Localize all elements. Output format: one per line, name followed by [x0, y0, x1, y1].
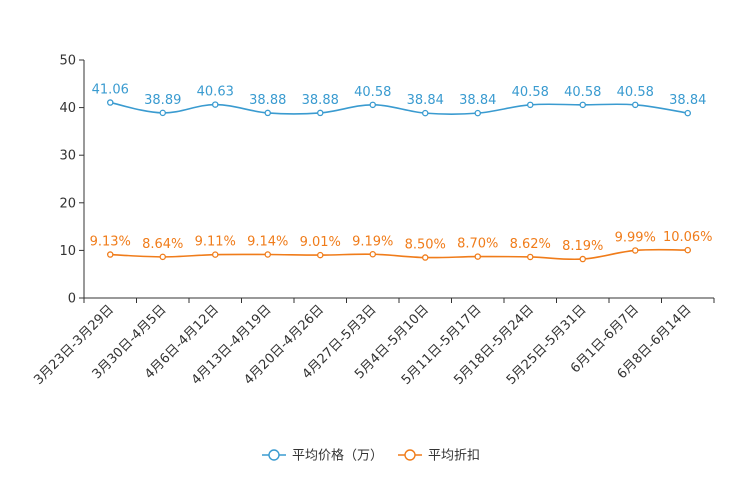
data-point[interactable] [527, 101, 534, 109]
data-point[interactable] [474, 253, 481, 260]
series-avg-price: 41.06 38.89 40.63 38.88 38.88 40.58 38.84 38.84… [92, 83, 706, 117]
legend-marker [268, 449, 280, 461]
data-point[interactable] [684, 109, 692, 117]
y-tick-label: 0 [68, 292, 76, 307]
data-label: 9.11% [195, 235, 236, 250]
data-label: 38.88 [302, 93, 339, 108]
legend-label: 平均价格（万） [292, 448, 383, 464]
data-point[interactable] [211, 251, 219, 258]
legend-marker [404, 449, 416, 461]
legend-item-avg-discount[interactable]: 平均折扣 [398, 449, 480, 464]
data-point[interactable] [211, 101, 219, 108]
data-label: 8.62% [510, 237, 551, 252]
data-point[interactable] [369, 101, 376, 109]
data-label: 8.64% [142, 237, 183, 252]
data-point[interactable] [316, 109, 324, 117]
data-point[interactable] [159, 253, 166, 261]
data-label: 41.06 [92, 83, 129, 98]
data-point[interactable] [369, 251, 376, 258]
data-label: 40.58 [512, 85, 549, 100]
data-point[interactable] [632, 247, 639, 254]
data-label: 40.58 [617, 85, 654, 100]
data-label: 38.84 [669, 93, 706, 108]
data-label: 40.58 [354, 85, 391, 100]
data-label: 8.19% [562, 239, 603, 254]
data-point[interactable] [107, 99, 114, 106]
y-tick-label: 40 [59, 101, 76, 116]
data-point[interactable] [264, 109, 271, 117]
data-point[interactable] [421, 109, 429, 117]
y-tick-label: 30 [59, 149, 76, 164]
data-point[interactable] [316, 251, 324, 259]
series-line [110, 101, 688, 116]
data-label: 38.84 [459, 93, 496, 108]
series-layer: 41.06 38.89 40.63 38.88 38.88 40.58 38.84 38.84… [90, 83, 713, 263]
data-point[interactable] [684, 246, 692, 254]
data-label: 38.84 [407, 93, 444, 108]
series-avg-discount: 9.13% 8.64% 9.11% 9.14% 9.01% 9.19% 8.50% 8.70%… [90, 230, 713, 263]
legend-label: 平均折扣 [428, 449, 480, 464]
data-label: 40.63 [197, 85, 234, 100]
data-label: 10.06% [663, 230, 713, 245]
data-label: 9.99% [615, 230, 656, 245]
data-point[interactable] [159, 109, 166, 117]
data-point[interactable] [579, 255, 587, 263]
y-tick-label: 10 [59, 244, 76, 259]
y-tick-label: 50 [59, 54, 76, 69]
data-point[interactable] [527, 253, 534, 261]
data-label: 8.70% [457, 237, 498, 252]
data-point[interactable] [107, 251, 114, 258]
data-point[interactable] [421, 254, 429, 261]
data-point[interactable] [632, 101, 639, 109]
data-point[interactable] [264, 251, 271, 258]
data-label: 9.14% [247, 234, 288, 249]
data-point[interactable] [579, 101, 587, 109]
data-label: 9.13% [90, 235, 131, 250]
data-label: 9.19% [352, 234, 393, 249]
series-line [110, 248, 688, 261]
data-label: 9.01% [300, 235, 341, 250]
legend[interactable]: 平均价格（万） 平均折扣 [262, 448, 480, 464]
legend-item-avg-price[interactable]: 平均价格（万） [262, 448, 383, 464]
data-label: 40.58 [564, 85, 601, 100]
y-tick-label: 20 [59, 196, 76, 211]
data-label: 38.89 [144, 93, 181, 108]
data-label: 8.50% [405, 238, 446, 253]
data-point[interactable] [474, 109, 481, 117]
data-label: 38.88 [249, 93, 286, 108]
